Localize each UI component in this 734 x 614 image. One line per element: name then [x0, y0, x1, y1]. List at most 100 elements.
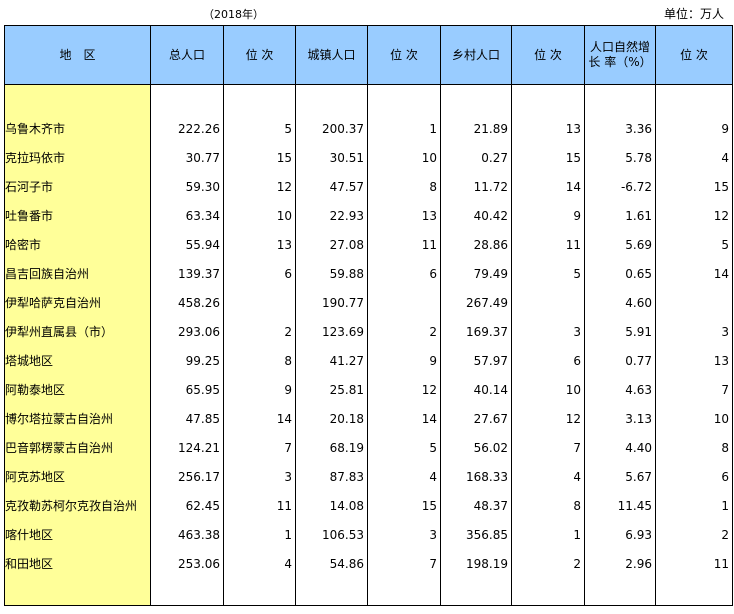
cell-region: 博尔塔拉蒙古自治州: [4, 404, 151, 433]
unit-label: 单位：万人: [664, 7, 725, 21]
cell-rank-growth: 14: [655, 259, 733, 288]
cell-rank-urban: 5: [367, 433, 441, 462]
cell-growth-rate: -6.72: [584, 172, 656, 201]
table-row: 克拉玛依市 30.77 15 30.51 10 0.27 15 5.78 4: [4, 143, 733, 172]
cell-rural: 40.14: [440, 375, 512, 404]
col-header-region: 地 区: [4, 25, 151, 85]
spacer-row: [4, 84, 733, 114]
cell-urban: 123.69: [295, 317, 368, 346]
cell-total: 59.30: [150, 172, 224, 201]
cell-rank-urban: 7: [367, 549, 441, 578]
cell-total: 124.21: [150, 433, 224, 462]
cell-rural: 27.67: [440, 404, 512, 433]
cell-urban: 54.86: [295, 549, 368, 578]
cell-region: 阿克苏地区: [4, 462, 151, 491]
cell-urban: 47.57: [295, 172, 368, 201]
cell-growth-rate: 3.13: [584, 404, 656, 433]
cell-rank-growth: 5: [655, 230, 733, 259]
cell-rank-growth: 9: [655, 114, 733, 143]
table-row: 哈密市 55.94 13 27.08 11 28.86 11 5.69 5: [4, 230, 733, 259]
cell-rank-total: 3: [223, 462, 296, 491]
cell-rank-growth: 8: [655, 433, 733, 462]
table-row: 阿克苏地区 256.17 3 87.83 4 168.33 4 5.67 6: [4, 462, 733, 491]
table-row: 乌鲁木齐市 222.26 5 200.37 1 21.89 13 3.36 9: [4, 114, 733, 143]
cell-rural: 198.19: [440, 549, 512, 578]
cell-urban: 22.93: [295, 201, 368, 230]
cell-rank-rural: 11: [511, 230, 585, 259]
cell-growth-rate: 6.93: [584, 520, 656, 549]
cell-total: 65.95: [150, 375, 224, 404]
table-row: 伊犁哈萨克自治州 458.26 190.77 267.49 4.60: [4, 288, 733, 317]
cell-rank-urban: 1: [367, 114, 441, 143]
cell-rank-urban: 8: [367, 172, 441, 201]
cell-rank-rural: 12: [511, 404, 585, 433]
cell-region: 克拉玛依市: [4, 143, 151, 172]
cell-total: 458.26: [150, 288, 224, 317]
cell-rural: 21.89: [440, 114, 512, 143]
cell-rank-total: 10: [223, 201, 296, 230]
cell-rank-urban: [367, 288, 441, 317]
cell-rank-urban: 13: [367, 201, 441, 230]
spacer-row: [4, 578, 733, 606]
col-header-rural: 乡村人口: [440, 25, 512, 85]
cell-rank-total: 14: [223, 404, 296, 433]
cell-region: 和田地区: [4, 549, 151, 578]
cell-rank-total: 13: [223, 230, 296, 259]
cell-growth-rate: 2.96: [584, 549, 656, 578]
table-row: 喀什地区 463.38 1 106.53 3 356.85 1 6.93 2: [4, 520, 733, 549]
cell-rank-urban: 10: [367, 143, 441, 172]
header-row: 地 区 总人口 位 次 城镇人口 位 次 乡村人口 位 次 人口自然增 长 率（…: [4, 25, 733, 85]
cell-rank-growth: 10: [655, 404, 733, 433]
col-header-rank-growth: 位 次: [655, 25, 733, 85]
cell-rank-total: 11: [223, 491, 296, 520]
cell-growth-rate: 0.77: [584, 346, 656, 375]
cell-rank-rural: 5: [511, 259, 585, 288]
cell-urban: 41.27: [295, 346, 368, 375]
cell-rural: 57.97: [440, 346, 512, 375]
cell-region: 哈密市: [4, 230, 151, 259]
cell-rank-rural: 2: [511, 549, 585, 578]
cell-total: 139.37: [150, 259, 224, 288]
cell-rural: 11.72: [440, 172, 512, 201]
table-row: 博尔塔拉蒙古自治州 47.85 14 20.18 14 27.67 12 3.13 10: [4, 404, 733, 433]
cell-total: 30.77: [150, 143, 224, 172]
table-row: 吐鲁番市 63.34 10 22.93 13 40.42 9 1.61 12: [4, 201, 733, 230]
cell-total: 293.06: [150, 317, 224, 346]
cell-rank-growth: 11: [655, 549, 733, 578]
cell-growth-rate: 5.78: [584, 143, 656, 172]
cell-rank-rural: 9: [511, 201, 585, 230]
cell-rural: 169.37: [440, 317, 512, 346]
table-body: 乌鲁木齐市 222.26 5 200.37 1 21.89 13 3.36 9 克拉玛依市 30.7…: [4, 84, 733, 606]
cell-growth-rate: 1.61: [584, 201, 656, 230]
cell-rural: 56.02: [440, 433, 512, 462]
cell-rank-total: 7: [223, 433, 296, 462]
cell-region: 吐鲁番市: [4, 201, 151, 230]
table-row: 塔城地区 99.25 8 41.27 9 57.97 6 0.77 13: [4, 346, 733, 375]
cell-rank-total: 2: [223, 317, 296, 346]
table-row: 阿勒泰地区 65.95 9 25.81 12 40.14 10 4.63 7: [4, 375, 733, 404]
cell-rural: 0.27: [440, 143, 512, 172]
cell-urban: 27.08: [295, 230, 368, 259]
cell-urban: 200.37: [295, 114, 368, 143]
cell-rank-urban: 6: [367, 259, 441, 288]
cell-urban: 14.08: [295, 491, 368, 520]
cell-rank-urban: 4: [367, 462, 441, 491]
cell-total: 55.94: [150, 230, 224, 259]
cell-growth-rate: 5.91: [584, 317, 656, 346]
cell-growth-rate: 5.67: [584, 462, 656, 491]
cell-total: 63.34: [150, 201, 224, 230]
cell-total: 47.85: [150, 404, 224, 433]
cell-rank-rural: 3: [511, 317, 585, 346]
cell-growth-rate: 4.60: [584, 288, 656, 317]
cell-total: 256.17: [150, 462, 224, 491]
col-header-urban: 城镇人口: [295, 25, 368, 85]
col-header-total: 总人口: [150, 25, 224, 85]
cell-total: 62.45: [150, 491, 224, 520]
cell-urban: 87.83: [295, 462, 368, 491]
cell-rank-growth: 3: [655, 317, 733, 346]
cell-rural: 40.42: [440, 201, 512, 230]
cell-rank-total: 9: [223, 375, 296, 404]
cell-rank-growth: 12: [655, 201, 733, 230]
cell-growth-rate: 5.69: [584, 230, 656, 259]
cell-rank-growth: 15: [655, 172, 733, 201]
